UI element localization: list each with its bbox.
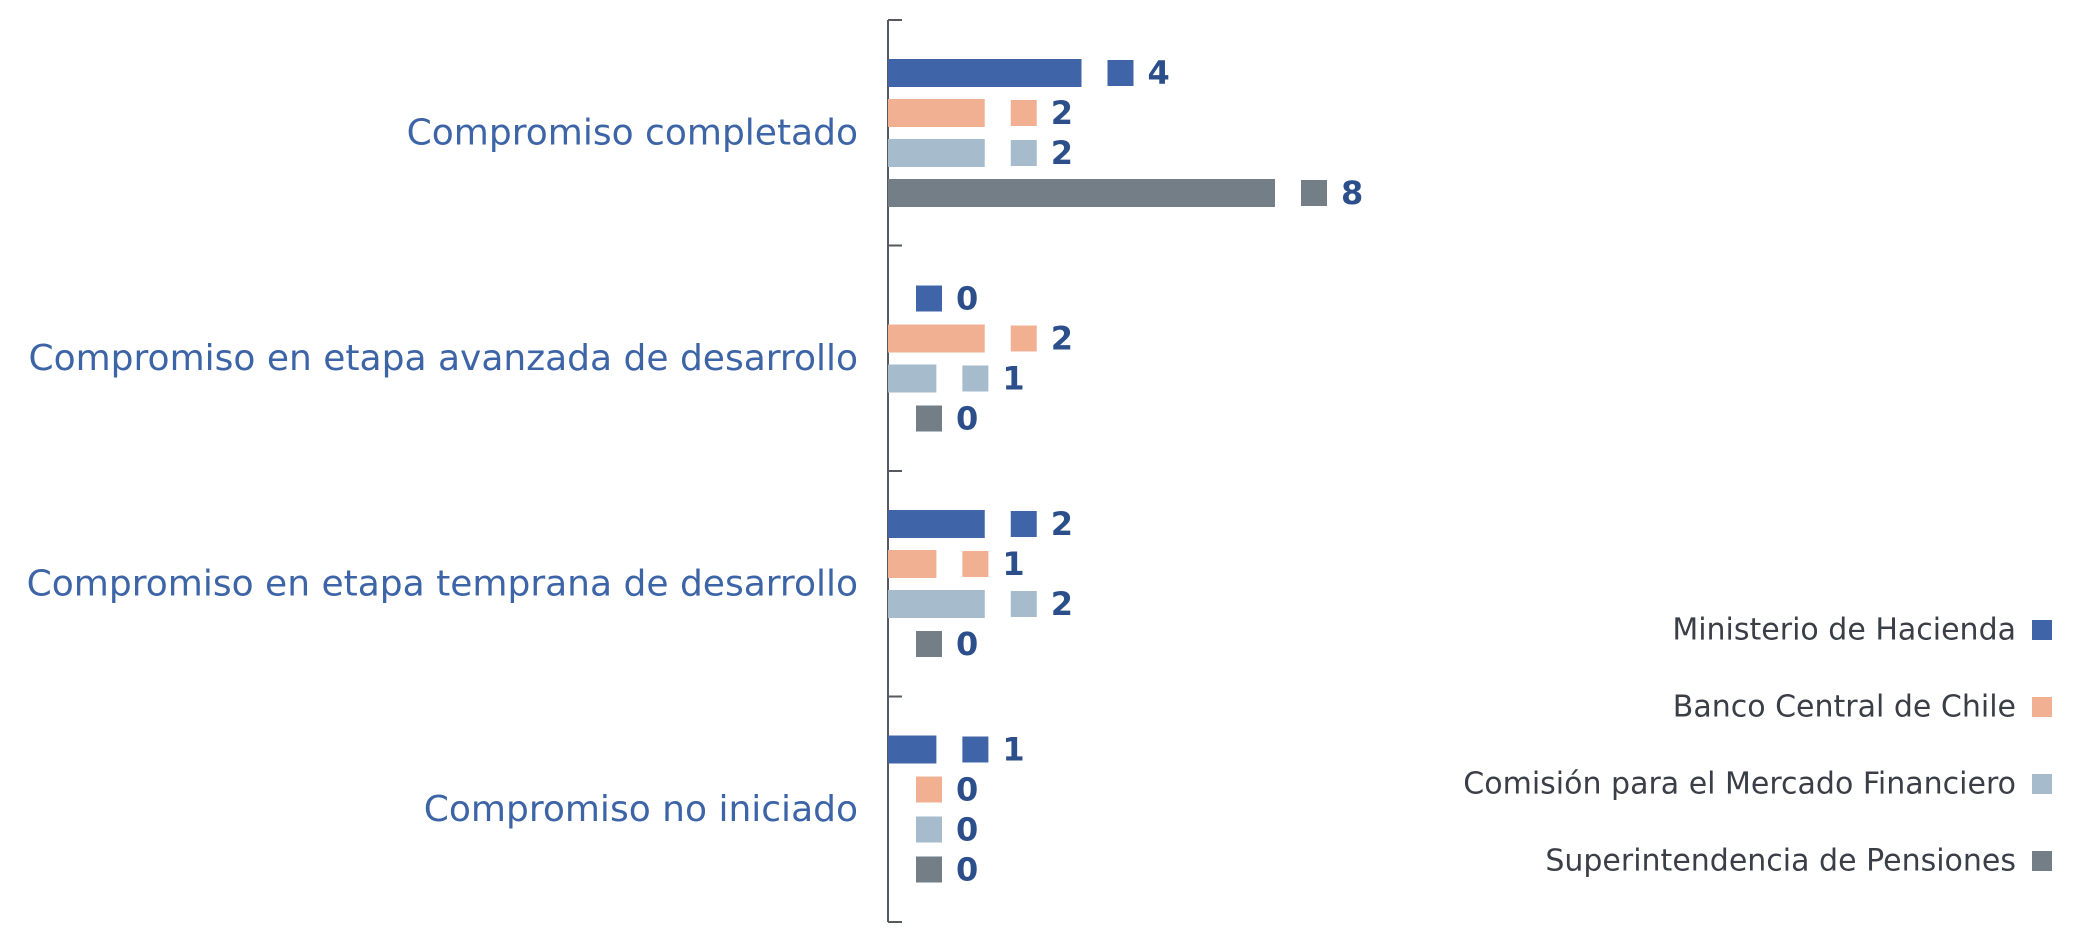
data-label: 2	[1051, 94, 1073, 132]
legend-swatch	[2032, 620, 2052, 640]
bar-value-marker	[916, 405, 942, 432]
bar	[888, 510, 985, 538]
data-label: 0	[956, 851, 978, 889]
data-label: 1	[1002, 731, 1024, 769]
data-label: 2	[1051, 505, 1073, 543]
legend-label: Comisión para el Mercado Financiero	[1463, 767, 2016, 802]
category-label: Compromiso no iniciado	[424, 789, 858, 830]
bar	[888, 59, 1082, 87]
data-label: 8	[1341, 174, 1363, 212]
data-label: 0	[956, 625, 978, 663]
bar-value-marker	[916, 816, 942, 843]
legend-label: Ministerio de Hacienda	[1672, 613, 2016, 648]
data-label: 1	[1002, 360, 1024, 398]
bar	[888, 99, 985, 127]
legend-label: Banco Central de Chile	[1673, 690, 2016, 725]
data-label: 1	[1002, 545, 1024, 583]
bar-value-marker	[1010, 140, 1037, 166]
bar-value-marker	[916, 776, 942, 803]
legend-swatch	[2032, 774, 2052, 794]
bar-value-marker	[916, 856, 942, 883]
category-label: Compromiso en etapa temprana de desarrol…	[27, 564, 858, 605]
category-label: Compromiso completado	[407, 113, 858, 154]
bar	[888, 139, 985, 167]
legend: Ministerio de Hacienda Banco Central de C…	[1463, 613, 2052, 879]
bar-value-marker	[1010, 325, 1037, 352]
data-label: 2	[1051, 134, 1073, 172]
bar-value-marker	[962, 736, 989, 763]
data-label: 2	[1051, 320, 1073, 358]
bar-value-marker	[916, 631, 942, 657]
data-label: 0	[956, 811, 978, 849]
bar-value-marker	[1010, 511, 1037, 537]
legend-label: Superintendencia de Pensiones	[1545, 844, 2016, 879]
legend-swatch	[2032, 697, 2052, 717]
bar-value-marker	[962, 365, 989, 392]
bar-value-marker	[916, 285, 942, 312]
bar-value-marker	[1301, 180, 1327, 206]
bar	[888, 364, 937, 393]
data-label: 2	[1051, 585, 1073, 623]
bar	[888, 590, 985, 618]
category-axis	[887, 19, 902, 923]
data-label: 0	[956, 280, 978, 318]
bar-value-marker	[1107, 60, 1134, 86]
bar	[888, 735, 937, 764]
category-labels: Compromiso completado Compromiso en etapa…	[27, 113, 858, 831]
bar-value-marker	[962, 551, 989, 577]
bar-value-marker	[1010, 591, 1037, 617]
data-label: 0	[956, 400, 978, 438]
data-label: 0	[956, 771, 978, 809]
category-label: Compromiso en etapa avanzada de desarrol…	[28, 338, 858, 379]
bar	[888, 179, 1275, 207]
bar	[888, 550, 937, 578]
bar-value-marker	[1010, 100, 1037, 126]
legend-swatch	[2032, 851, 2052, 871]
bar	[888, 324, 985, 353]
data-label: 4	[1148, 54, 1170, 92]
